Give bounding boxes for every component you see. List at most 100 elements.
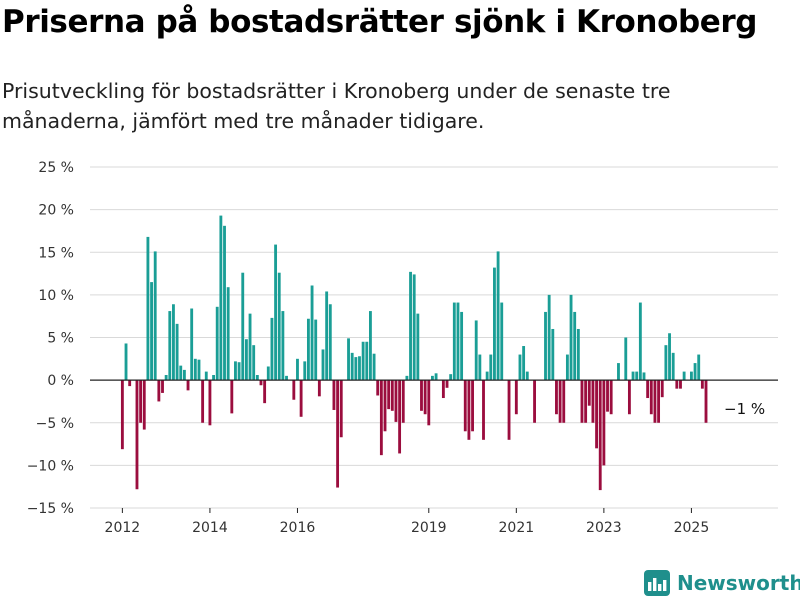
bar bbox=[379, 380, 383, 456]
bar bbox=[208, 380, 212, 426]
bar bbox=[244, 339, 248, 381]
bar bbox=[668, 333, 671, 381]
bar bbox=[215, 306, 219, 381]
bar bbox=[263, 380, 267, 404]
y-axis-ticks: −15 % −10 % −5 % 0 % 5 % 10 % 15 % 20 % 25 % bbox=[27, 160, 74, 517]
bar bbox=[182, 369, 186, 381]
bar bbox=[248, 313, 252, 381]
bar bbox=[317, 380, 321, 397]
bar bbox=[485, 371, 489, 381]
bar bbox=[638, 302, 642, 381]
bar bbox=[146, 236, 150, 381]
bar bbox=[627, 380, 631, 415]
bar bbox=[412, 274, 416, 381]
bar bbox=[606, 380, 609, 412]
bar bbox=[321, 349, 325, 381]
bar bbox=[164, 375, 168, 381]
bar bbox=[197, 359, 201, 381]
bar bbox=[135, 380, 139, 490]
bar bbox=[325, 291, 329, 381]
bar bbox=[223, 225, 226, 381]
bar bbox=[631, 371, 635, 381]
bar bbox=[361, 341, 365, 381]
bar bbox=[303, 361, 307, 381]
bar bbox=[441, 380, 445, 399]
x-tick-label: 2016 bbox=[280, 520, 316, 536]
bar bbox=[452, 302, 456, 381]
bar bbox=[409, 271, 412, 381]
bar bbox=[569, 294, 573, 381]
bar bbox=[274, 244, 278, 381]
bar bbox=[617, 363, 620, 381]
y-tick-label: 0 % bbox=[47, 373, 74, 389]
bar bbox=[679, 380, 682, 389]
bar bbox=[237, 362, 241, 381]
bar bbox=[153, 251, 157, 381]
bar bbox=[234, 361, 237, 381]
bar bbox=[514, 380, 518, 415]
bar bbox=[339, 380, 343, 438]
bar bbox=[587, 380, 591, 406]
bar bbox=[226, 287, 230, 381]
bar bbox=[565, 354, 569, 381]
bar bbox=[266, 366, 270, 381]
bar bbox=[693, 363, 697, 381]
bar bbox=[609, 380, 613, 415]
newsworthy-brand: Newsworthy bbox=[644, 568, 800, 598]
bar bbox=[460, 311, 464, 381]
bar bbox=[427, 380, 431, 426]
bar bbox=[697, 354, 701, 381]
bar bbox=[700, 380, 704, 389]
bar bbox=[383, 380, 387, 432]
bar bbox=[124, 343, 128, 381]
bar bbox=[157, 380, 161, 402]
bar bbox=[186, 380, 190, 391]
y-tick-label: 15 % bbox=[38, 245, 74, 261]
bar bbox=[394, 380, 398, 422]
bar bbox=[292, 380, 296, 400]
x-axis-ticks: 2012 2014 2016 2019 2021 2023 2025 bbox=[105, 508, 709, 536]
bar bbox=[671, 352, 675, 381]
bars bbox=[120, 215, 708, 491]
bar bbox=[259, 380, 263, 386]
bar bbox=[591, 380, 595, 423]
y-tick-label: 20 % bbox=[38, 203, 74, 219]
bar bbox=[139, 380, 143, 423]
bar bbox=[544, 311, 547, 381]
bar bbox=[365, 341, 369, 381]
bar bbox=[281, 311, 285, 381]
bar bbox=[624, 337, 628, 381]
bar bbox=[306, 318, 310, 381]
bar bbox=[175, 323, 179, 381]
x-tick-label: 2014 bbox=[192, 520, 228, 536]
bar bbox=[471, 380, 474, 432]
bar bbox=[558, 380, 562, 423]
bar-chart: −15 % −10 % −5 % 0 % 5 % 10 % 15 % 20 % 25 % 201… bbox=[27, 160, 778, 536]
bar bbox=[500, 302, 504, 381]
bar bbox=[168, 311, 172, 381]
bar bbox=[525, 371, 529, 381]
bar bbox=[467, 380, 471, 440]
bar bbox=[682, 371, 686, 381]
newsworthy-logo-icon bbox=[644, 570, 670, 596]
bar bbox=[420, 380, 423, 411]
bar bbox=[296, 358, 299, 381]
bar bbox=[580, 380, 584, 423]
bar bbox=[555, 380, 558, 415]
y-tick-label: −5 % bbox=[36, 416, 74, 432]
bar bbox=[179, 365, 183, 381]
bar bbox=[241, 272, 245, 381]
bar bbox=[193, 358, 197, 381]
bar bbox=[285, 375, 288, 381]
grid-lines bbox=[90, 166, 778, 509]
bar bbox=[434, 373, 438, 381]
bar bbox=[423, 380, 427, 415]
bar bbox=[562, 380, 566, 423]
bar bbox=[649, 380, 653, 415]
bar bbox=[299, 380, 303, 417]
bar bbox=[518, 354, 522, 381]
bar bbox=[551, 328, 555, 381]
bar bbox=[252, 345, 256, 381]
bar bbox=[405, 375, 409, 381]
x-tick-label: 2012 bbox=[105, 520, 141, 536]
